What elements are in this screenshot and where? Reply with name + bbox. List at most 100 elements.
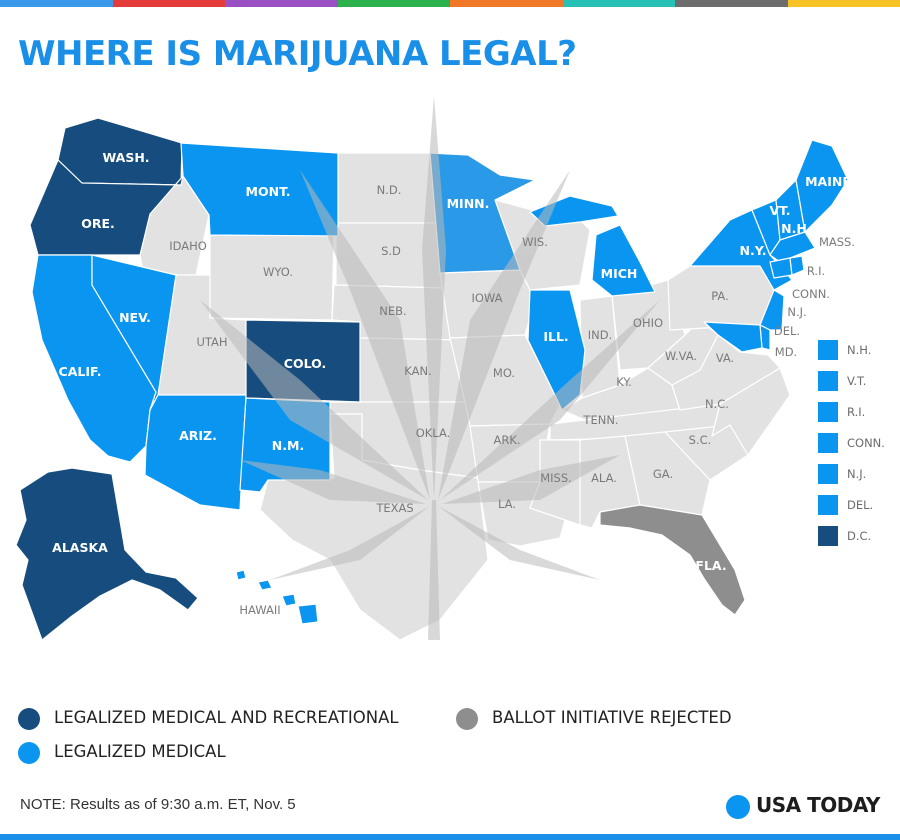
state-label-fl: FLA. <box>695 558 726 573</box>
state-montana <box>180 142 339 237</box>
us-map: WASH. ORE. CALIF. NEV. IDAHO MONT. WYO. UTAH COL… <box>15 96 855 641</box>
state-label-ks: KAN. <box>404 364 431 378</box>
state-label-la: LA. <box>498 497 516 511</box>
state-label-nv: NEV. <box>119 310 151 325</box>
state-label-ak: ALASKA <box>52 540 108 555</box>
top-bar-segment <box>675 0 788 7</box>
state-label-nm: N.M. <box>272 438 304 453</box>
small-state-key-row: R.I. <box>818 402 898 424</box>
state-label-al: ALA. <box>591 471 617 485</box>
small-state-key-row: N.J. <box>818 464 898 486</box>
top-bar-segment <box>787 0 900 7</box>
state-hawaii-4 <box>297 603 319 625</box>
small-state-swatch <box>818 402 838 422</box>
state-label-il: ILL. <box>543 329 568 344</box>
state-label-tn: TENN. <box>582 413 618 427</box>
state-label-mo: MO. <box>493 366 515 380</box>
state-label-ma: MASS. <box>819 235 855 249</box>
small-state-key-label: D.C. <box>847 529 872 543</box>
legend-swatch-recreational <box>18 708 40 730</box>
state-hawaii-3 <box>281 593 297 607</box>
small-state-swatch <box>818 371 838 391</box>
state-label-nc: N.C. <box>705 397 729 411</box>
state-label-ia: IOWA <box>471 291 502 305</box>
footnote: NOTE: Results as of 9:30 a.m. ET, Nov. 5 <box>20 796 296 813</box>
state-label-hi: HAWAII <box>239 603 280 617</box>
state-label-ut: UTAH <box>196 335 227 349</box>
state-label-or: ORE. <box>81 216 115 231</box>
top-bar-segment <box>337 0 450 7</box>
top-bar-segment <box>450 0 563 7</box>
state-label-wa: WASH. <box>102 150 149 165</box>
state-label-id: IDAHO <box>169 239 207 253</box>
state-label-nh: N.H <box>781 221 807 236</box>
state-labels: WASH. ORE. CALIF. NEV. IDAHO MONT. WYO. UTAH COL… <box>52 150 855 617</box>
top-bar-segment <box>0 0 113 7</box>
state-label-ny: N.Y. <box>740 243 767 258</box>
state-label-ri: R.I. <box>807 264 825 278</box>
state-label-wi: WIS. <box>522 235 548 249</box>
state-label-ky: KY. <box>616 375 631 389</box>
state-label-ms: MISS. <box>540 471 572 485</box>
small-state-key-label: R.I. <box>847 405 866 419</box>
small-state-swatch <box>818 495 838 515</box>
small-state-key-row: N.H. <box>818 340 898 362</box>
state-label-de: DEL. <box>774 324 800 338</box>
legend-label: LEGALIZED MEDICAL <box>54 742 226 761</box>
top-color-bar <box>0 0 900 7</box>
state-label-ok: OKLA. <box>416 426 451 440</box>
state-label-in: IND. <box>588 328 613 342</box>
top-bar-segment <box>562 0 675 7</box>
usa-today-circle-icon <box>726 795 750 819</box>
legend-swatch-rejected <box>456 708 478 730</box>
page-title: WHERE IS MARIJUANA LEGAL? <box>18 34 577 74</box>
state-hawaii-2 <box>257 579 273 591</box>
state-label-tx: TEXAS <box>375 501 413 515</box>
top-bar-segment <box>112 0 225 7</box>
state-label-ne: NEB. <box>379 304 406 318</box>
top-bar-segment <box>225 0 338 7</box>
state-label-me: MAINE <box>805 174 851 189</box>
small-state-key-label: DEL. <box>847 498 874 512</box>
small-state-swatch <box>818 340 838 360</box>
small-state-key-row: V.T. <box>818 371 898 393</box>
state-label-mt: MONT. <box>246 184 291 199</box>
state-label-ct: CONN. <box>792 287 830 301</box>
state-label-va: VA. <box>716 351 734 365</box>
small-state-swatch <box>818 464 838 484</box>
state-alaska <box>15 467 199 641</box>
state-label-vt: VT. <box>769 203 790 218</box>
small-state-key-label: N.J. <box>847 467 867 481</box>
state-label-mn: MINN. <box>447 196 490 211</box>
state-label-ar: ARK. <box>493 433 520 447</box>
state-label-co: COLO. <box>284 356 326 371</box>
state-new-jersey <box>759 289 785 331</box>
small-state-key-label: N.H. <box>847 343 872 357</box>
state-michigan-upper <box>529 195 619 227</box>
state-label-ca: CALIF. <box>59 364 102 379</box>
state-hawaii-1 <box>235 569 247 581</box>
state-label-ga: GA. <box>653 467 673 481</box>
small-state-swatch <box>818 433 838 453</box>
state-label-md: MD. <box>775 345 797 359</box>
state-arizona <box>144 394 247 511</box>
state-label-nj: N.J. <box>787 305 806 319</box>
state-label-wy: WYO. <box>263 265 293 279</box>
state-maryland <box>703 321 763 353</box>
small-state-key-row: DEL. <box>818 495 898 517</box>
state-label-az: ARIZ. <box>179 428 217 443</box>
legend-swatch-medical <box>18 742 40 764</box>
small-state-key-row: D.C. <box>818 526 898 548</box>
state-connecticut <box>769 257 793 279</box>
brand-name: USA TODAY <box>756 793 880 817</box>
legend: LEGALIZED MEDICAL AND RECREATIONAL LEGAL… <box>18 705 878 775</box>
state-label-sc: S.C. <box>689 433 712 447</box>
small-state-swatch <box>818 526 838 546</box>
legend-label: LEGALIZED MEDICAL AND RECREATIONAL <box>54 708 399 727</box>
state-label-nd: N.D. <box>377 183 402 197</box>
state-rhode-island <box>789 255 805 276</box>
state-label-pa: PA. <box>711 289 729 303</box>
state-label-wv: W.VA. <box>665 349 697 363</box>
state-label-oh: OHIO <box>633 316 663 330</box>
bottom-color-bar <box>0 834 900 840</box>
